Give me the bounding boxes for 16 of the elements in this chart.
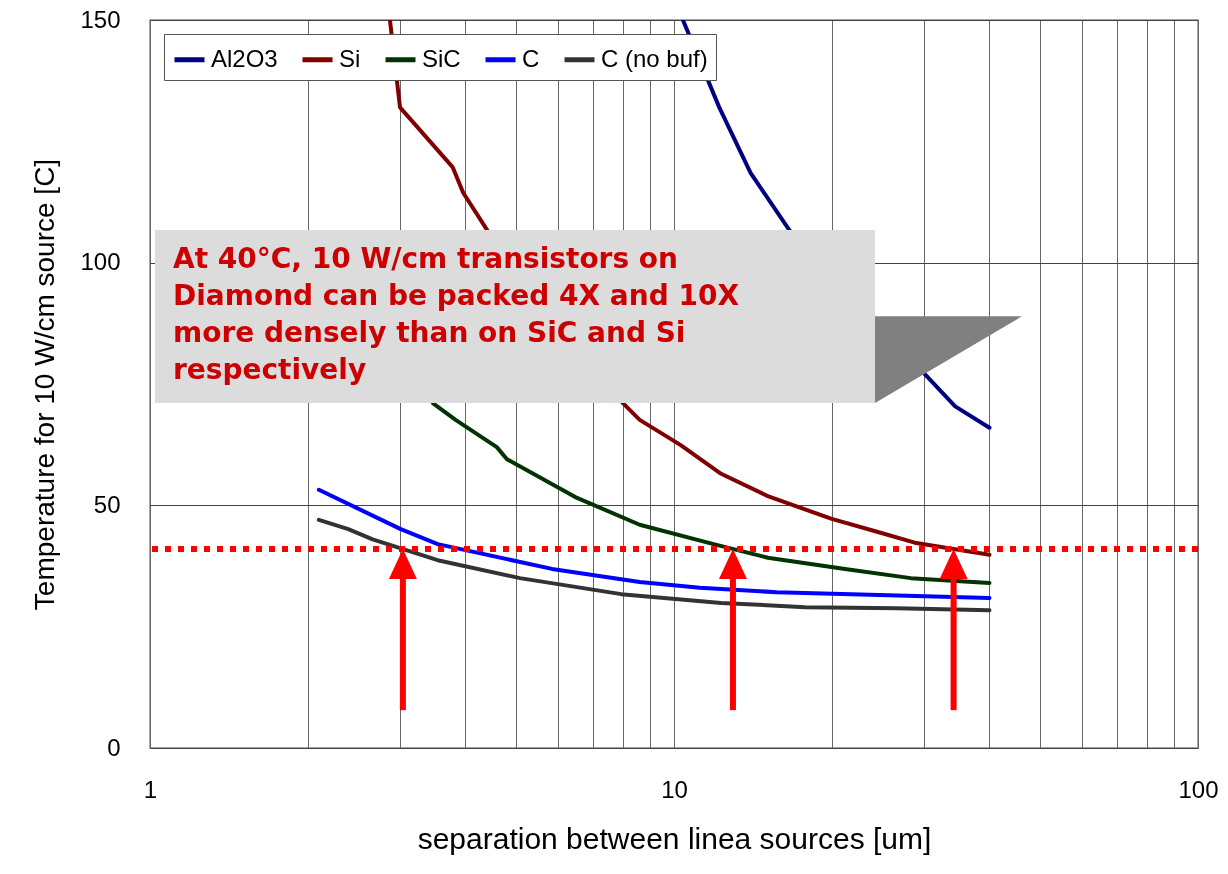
annotation: At 40°C, 10 W/cm transistors on Diamond can be packed 4X and 10X more densely than on SiC and Si respectively — [173, 240, 740, 388]
legend-label: Al2O3 — [211, 44, 278, 72]
y-tick-label: 100 — [80, 248, 121, 276]
y-tick-label: 150 — [80, 5, 121, 33]
legend-label: C — [522, 44, 540, 72]
y-tick-label: 50 — [93, 490, 121, 518]
x-axis-title: separation between linea sources [um] — [417, 821, 932, 855]
y-tick-label: 0 — [107, 733, 121, 761]
y-axis-title: Temperature for 10 W/cm source [C] — [29, 158, 61, 611]
x-tick-label: 10 — [661, 775, 688, 803]
x-tick-label: 100 — [1178, 775, 1219, 803]
callout: At 40°C, 10 W/cm transistors on Diamond can be packed 4X and 10X more densely than on SiC and Si respectively — [155, 229, 1022, 403]
x-tick-label: 1 — [143, 775, 158, 803]
legend-label: SiC — [422, 44, 461, 72]
legend-label: C (no buf) — [601, 44, 708, 72]
legend-label: Si — [339, 44, 361, 72]
